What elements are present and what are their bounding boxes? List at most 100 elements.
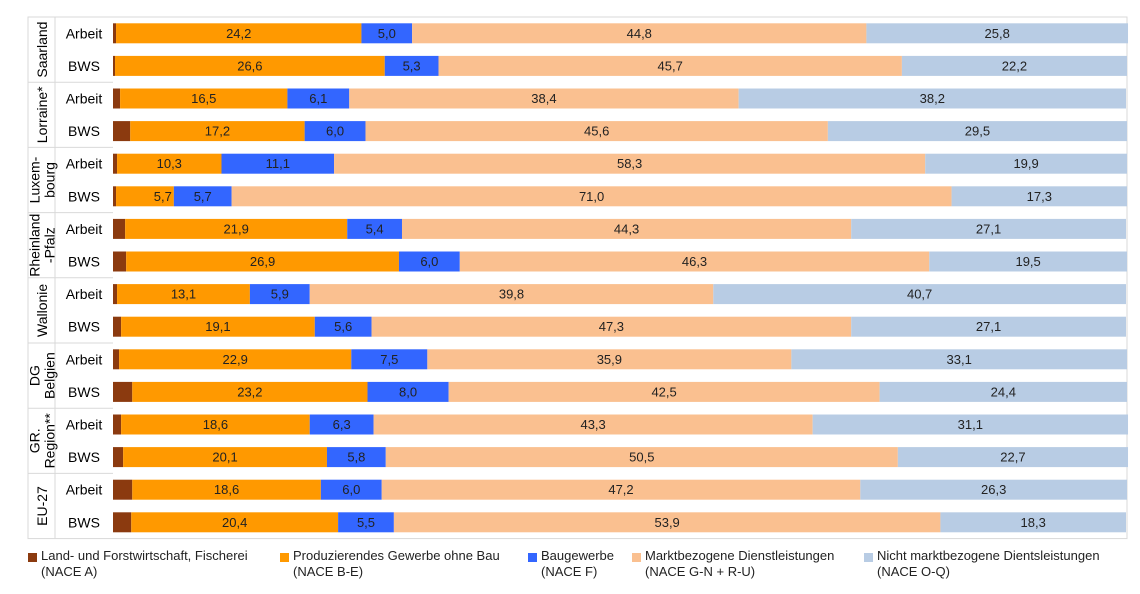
data-label-construction: 5,6 [334,319,352,334]
data-label-manufacturing: 5,7 [154,189,172,204]
data-label-non-market-services: 29,5 [965,124,990,139]
bar-segment-manufacturing [115,55,385,76]
bar-segment-agriculture [113,121,131,142]
bar-segment-non-market-services [791,349,1127,370]
data-label-construction: 5,0 [378,26,396,41]
bar-segment-construction [338,512,394,533]
row-label: Arbeit [66,351,103,367]
data-label-construction: 5,7 [194,189,212,204]
data-label-market-services: 39,8 [499,287,524,302]
data-label-construction: 7,5 [380,352,398,367]
data-label-market-services: 47,2 [608,482,633,497]
data-label-manufacturing: 20,1 [212,450,237,465]
bar-segment-manufacturing [132,381,368,402]
data-label-manufacturing: 20,4 [222,515,247,530]
bar-segment-non-market-services [860,479,1127,500]
data-label-non-market-services: 19,5 [1015,254,1040,269]
bar-segment-market-services [427,349,792,370]
group-label-line: Luxem- [27,156,43,203]
bar-segment-agriculture [113,414,122,435]
data-label-non-market-services: 24,4 [991,384,1016,399]
bar-segment-manufacturing [117,153,222,174]
bar-segment-construction [287,88,350,109]
group-label-line: Lorraine* [34,86,50,143]
bar-segment-non-market-services [851,316,1126,337]
data-label-manufacturing: 17,2 [205,124,230,139]
data-label-construction: 6,0 [420,254,438,269]
bar-segment-non-market-services [851,218,1126,239]
data-label-market-services: 58,3 [617,156,642,171]
bar-segment-non-market-services [827,121,1127,142]
group-label-line: bourg [42,162,58,198]
data-label-market-services: 42,5 [651,384,676,399]
legend-code-agriculture: (NACE A) [41,564,98,579]
legend-item-non-market-services: Nicht marktbezogene Dientsleistungen (NA… [864,548,1100,580]
bar-segment-market-services [448,381,880,402]
data-label-manufacturing: 18,6 [203,417,228,432]
bar-segment-construction [361,23,413,44]
row-label: Arbeit [66,417,103,433]
data-label-market-services: 71,0 [579,189,604,204]
bar-segment-market-services [459,251,930,272]
data-label-market-services: 44,3 [614,221,639,236]
data-label-market-services: 45,6 [584,124,609,139]
data-label-construction: 5,9 [271,287,289,302]
group-label-1: Lorraine* [34,86,50,143]
bar-segment-market-services [385,447,898,468]
data-label-market-services: 50,5 [629,450,654,465]
group-label-line: Rheinland [27,214,43,277]
bar-segment-non-market-services [951,186,1127,207]
bar-segment-construction [347,218,402,239]
group-label-5: DGBelgien [27,352,58,399]
row-label: BWS [68,188,100,204]
bar-segment-non-market-services [929,251,1127,272]
bar-segment-manufacturing [116,23,362,44]
data-label-non-market-services: 27,1 [976,319,1001,334]
data-label-manufacturing: 16,5 [191,91,216,106]
bar-segment-non-market-services [738,88,1126,109]
legend-swatch-construction [528,553,537,562]
data-label-construction: 5,5 [357,515,375,530]
data-label-construction: 6,3 [333,417,351,432]
legend-item-manufacturing: Produzierendes Gewerbe ohne Bau (NACE B-… [280,548,500,580]
row-label: Arbeit [66,25,103,41]
bar-segment-market-services [381,479,861,500]
legend-code-market-services: (NACE G-N + R-U) [645,564,756,579]
bar-segment-agriculture [113,88,121,109]
bar-segment-construction [351,349,428,370]
row-label: BWS [68,384,100,400]
bar-segment-market-services [412,23,867,44]
bar-segment-manufacturing [131,512,339,533]
bar-segment-agriculture [113,251,127,272]
bar-segment-agriculture [113,153,118,174]
data-label-manufacturing: 23,2 [237,384,262,399]
bar-segment-non-market-services [901,55,1127,76]
data-label-construction: 6,1 [309,91,327,106]
data-label-market-services: 45,7 [658,58,683,73]
bar-segment-agriculture [113,55,116,76]
data-label-market-services: 35,9 [597,352,622,367]
bar-segment-manufacturing [121,316,315,337]
group-label-line: -Pfalz [42,227,58,263]
group-label-line: Wallonie [34,284,50,337]
row-label: Arbeit [66,221,103,237]
data-label-non-market-services: 17,3 [1027,189,1052,204]
bar-segment-construction [221,153,335,174]
data-label-non-market-services: 26,3 [981,482,1006,497]
bar-segment-construction [304,121,366,142]
row-label: Arbeit [66,482,103,498]
data-label-non-market-services: 25,8 [985,26,1010,41]
group-label-line: GR. [27,428,43,453]
data-label-non-market-services: 27,1 [976,221,1001,236]
bar-segment-construction [326,447,386,468]
bar-segment-construction [309,414,374,435]
data-label-non-market-services: 33,1 [947,352,972,367]
data-label-non-market-services: 19,9 [1013,156,1038,171]
group-label-line: Saarland [34,22,50,78]
bar-segment-manufacturing [130,121,305,142]
bar-segment-manufacturing [117,284,250,305]
bar-segment-agriculture [113,447,124,468]
bar-segment-agriculture [113,316,122,337]
row-label: Arbeit [66,91,103,107]
